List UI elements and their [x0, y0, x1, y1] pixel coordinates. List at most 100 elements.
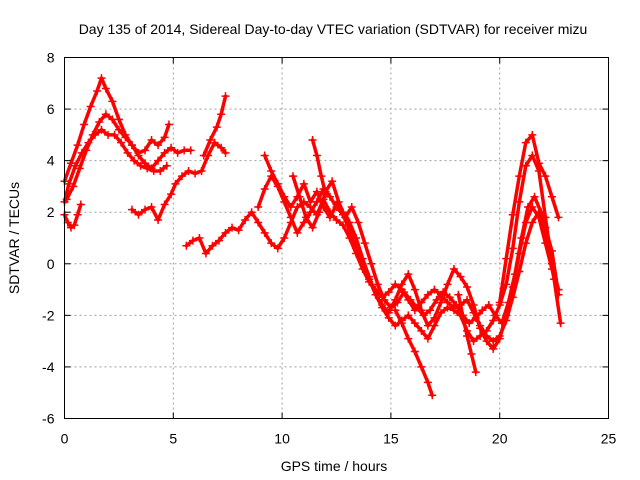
data-point	[404, 311, 413, 320]
y-tick-label: 2	[47, 204, 55, 220]
plot-frame	[64, 57, 609, 419]
data-point	[167, 143, 176, 152]
data-point	[312, 187, 321, 196]
data-point	[156, 166, 165, 175]
data-point	[101, 84, 110, 93]
series-arc-9	[254, 151, 563, 346]
data-point	[117, 138, 126, 147]
data-point	[436, 308, 445, 317]
y-axis-label: SDTVAR / TECUs	[6, 182, 22, 294]
series-line	[291, 174, 563, 325]
series-arc-14	[495, 130, 563, 307]
data-point	[206, 136, 215, 145]
data-point	[517, 234, 526, 242]
data-point	[465, 319, 474, 328]
data-point	[199, 151, 208, 160]
data-point	[528, 151, 537, 160]
data-point	[201, 249, 210, 258]
data-point	[384, 288, 393, 297]
data-point	[273, 244, 282, 253]
data-point	[321, 190, 330, 199]
data-point	[69, 182, 78, 191]
data-point	[373, 280, 382, 289]
data-point	[186, 146, 195, 155]
data-point	[521, 161, 530, 170]
data-point	[108, 115, 117, 124]
data-point	[317, 172, 326, 181]
data-point	[197, 166, 206, 175]
data-point	[391, 321, 400, 330]
data-point	[280, 234, 289, 242]
data-point	[510, 270, 519, 279]
data-point	[114, 125, 123, 134]
data-point	[178, 172, 187, 181]
data-point	[508, 210, 517, 219]
data-point	[404, 334, 413, 343]
data-point	[73, 210, 82, 219]
data-point	[154, 215, 163, 224]
y-tick-label: 6	[47, 101, 55, 117]
data-point	[482, 326, 491, 335]
data-point	[467, 350, 476, 359]
data-point	[267, 172, 276, 181]
series-arc-2	[62, 110, 173, 204]
chart-title: Day 135 of 2014, Sidereal Day-to-day VTE…	[79, 21, 588, 37]
data-point	[397, 280, 406, 289]
data-point	[482, 337, 491, 346]
data-point	[491, 311, 500, 320]
data-point	[341, 213, 350, 222]
data-point	[191, 169, 200, 178]
data-point	[393, 298, 402, 307]
x-tick-label: 20	[492, 431, 508, 447]
data-point	[352, 244, 361, 253]
data-point	[164, 120, 173, 129]
data-point	[160, 133, 169, 142]
data-point	[260, 151, 269, 160]
data-point	[423, 290, 432, 299]
data-point	[530, 192, 539, 201]
y-tick-label: 4	[47, 153, 55, 169]
data-point	[228, 223, 237, 232]
data-point	[254, 218, 263, 227]
data-point	[108, 97, 117, 106]
data-point	[70, 221, 79, 230]
data-point	[528, 130, 537, 139]
data-point	[384, 313, 393, 322]
data-point	[182, 241, 191, 250]
data-point	[254, 203, 263, 212]
data-point	[76, 200, 85, 209]
data-point	[463, 331, 472, 340]
y-tick-label: -2	[42, 307, 55, 323]
data-point	[214, 236, 223, 245]
data-point	[410, 285, 419, 294]
data-point	[367, 259, 376, 268]
data-point	[386, 303, 395, 312]
data-point	[417, 326, 426, 335]
data-point	[471, 368, 480, 377]
data-point	[543, 239, 552, 248]
data-point	[299, 179, 308, 188]
data-point	[221, 148, 230, 157]
data-point	[234, 226, 243, 235]
data-point	[97, 125, 106, 134]
data-point	[123, 148, 132, 157]
data-point	[450, 264, 459, 273]
data-point	[130, 156, 139, 165]
data-point	[95, 117, 104, 126]
data-point	[241, 215, 250, 224]
data-point	[299, 218, 308, 227]
data-point	[147, 203, 156, 212]
data-point	[417, 362, 426, 371]
data-point	[325, 192, 334, 201]
data-point	[476, 331, 485, 340]
data-point	[365, 275, 374, 284]
data-point	[273, 182, 282, 191]
data-point	[547, 192, 556, 201]
data-point	[188, 236, 197, 245]
x-tick-label: 15	[383, 431, 399, 447]
data-point	[127, 141, 136, 150]
data-point	[537, 208, 546, 217]
data-point	[556, 319, 565, 328]
series-arc-5	[127, 138, 230, 224]
data-point	[458, 311, 467, 320]
